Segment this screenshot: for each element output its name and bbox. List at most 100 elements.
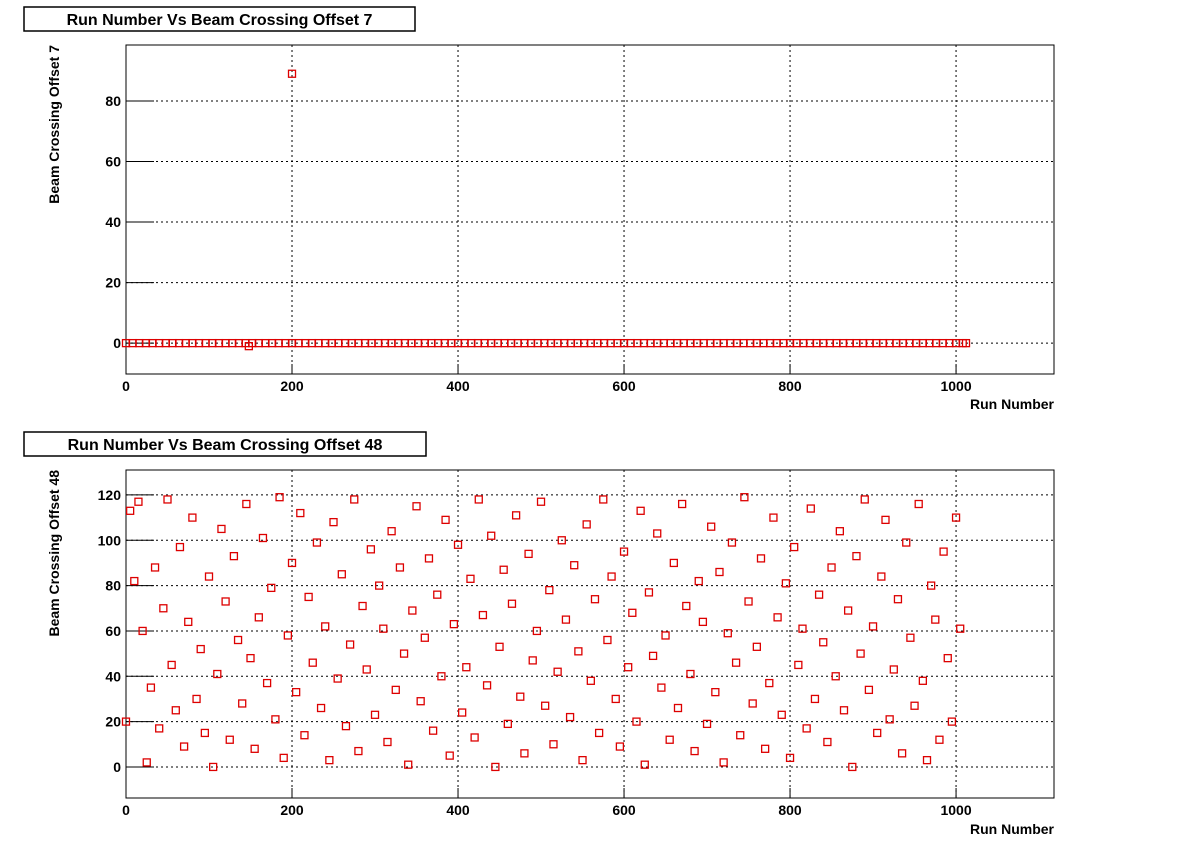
marker [810, 694, 820, 704]
marker [196, 644, 205, 654]
marker [897, 749, 907, 758]
x-tick-label: 400 [446, 378, 470, 394]
y-tick-label: 80 [105, 93, 121, 109]
marker [878, 338, 888, 348]
marker [200, 728, 210, 738]
marker [636, 506, 645, 515]
marker [279, 753, 288, 763]
marker [727, 538, 737, 547]
marker [578, 755, 587, 765]
marker [520, 749, 529, 758]
marker [420, 633, 429, 642]
marker [229, 551, 239, 561]
marker [860, 495, 869, 504]
marker [337, 570, 346, 579]
marker [491, 762, 500, 772]
y-tick-label: 0 [113, 759, 121, 775]
marker [159, 604, 168, 613]
marker [221, 338, 230, 348]
marker [752, 642, 761, 651]
marker [474, 495, 483, 504]
marker [329, 517, 338, 527]
marker [549, 740, 558, 749]
marker [387, 527, 396, 536]
marker [902, 538, 911, 547]
marker [657, 683, 666, 692]
marker [723, 629, 732, 638]
marker [262, 678, 272, 688]
marker [354, 746, 363, 756]
marker [927, 581, 936, 590]
marker [769, 513, 778, 522]
marker [599, 495, 608, 504]
y-tick-label: 20 [105, 275, 121, 291]
marker [424, 554, 434, 563]
marker [466, 574, 475, 583]
plot-frame [125, 44, 1055, 375]
marker [881, 515, 890, 525]
marker [296, 508, 305, 518]
marker [611, 694, 620, 704]
marker [225, 735, 234, 744]
marker [433, 590, 442, 599]
marker [594, 728, 604, 738]
marker [370, 710, 380, 719]
marker [773, 613, 782, 622]
x-tick-label: 600 [612, 378, 636, 394]
marker [839, 338, 848, 348]
marker [130, 576, 139, 586]
marker [873, 728, 882, 738]
marker [267, 583, 276, 593]
x-tick-label: 400 [446, 802, 470, 818]
y-tick-label: 60 [105, 623, 121, 639]
marker [779, 338, 788, 348]
marker [366, 545, 376, 554]
marker [213, 669, 222, 679]
marker [790, 542, 799, 552]
marker [835, 527, 844, 536]
marker [321, 622, 330, 631]
marker [798, 624, 807, 633]
marker [221, 597, 230, 606]
x-axis-label: Run Number [970, 396, 1055, 412]
marker [557, 536, 566, 545]
marker [470, 733, 479, 742]
marker [184, 617, 193, 627]
y-axis-label: Beam Crossing Offset 7 [46, 45, 62, 204]
marker [889, 665, 898, 674]
marker [462, 663, 471, 672]
marker [819, 638, 828, 647]
marker [765, 678, 774, 688]
marker [565, 712, 575, 722]
marker [287, 558, 297, 568]
marker [292, 687, 301, 697]
marker [607, 572, 616, 581]
marker [532, 626, 542, 636]
marker [935, 735, 944, 744]
marker [408, 606, 417, 615]
marker [947, 717, 957, 726]
marker [161, 338, 170, 348]
marker [204, 572, 214, 581]
chart-title: Run Number Vs Beam Crossing Offset 7 [67, 12, 373, 29]
marker [877, 572, 886, 581]
marker [482, 681, 492, 690]
marker [619, 547, 629, 556]
marker [736, 731, 745, 740]
marker [707, 522, 716, 531]
marker [374, 338, 383, 348]
marker [961, 338, 971, 348]
marker [150, 563, 160, 572]
marker [760, 744, 770, 753]
marker [254, 613, 263, 622]
marker [287, 69, 297, 78]
marker [819, 338, 828, 348]
marker [333, 674, 342, 683]
marker [445, 751, 454, 760]
marker [939, 547, 948, 556]
x-tick-label: 200 [280, 378, 304, 394]
marker [507, 599, 517, 608]
marker [686, 669, 695, 679]
y-tick-label: 40 [105, 214, 121, 230]
